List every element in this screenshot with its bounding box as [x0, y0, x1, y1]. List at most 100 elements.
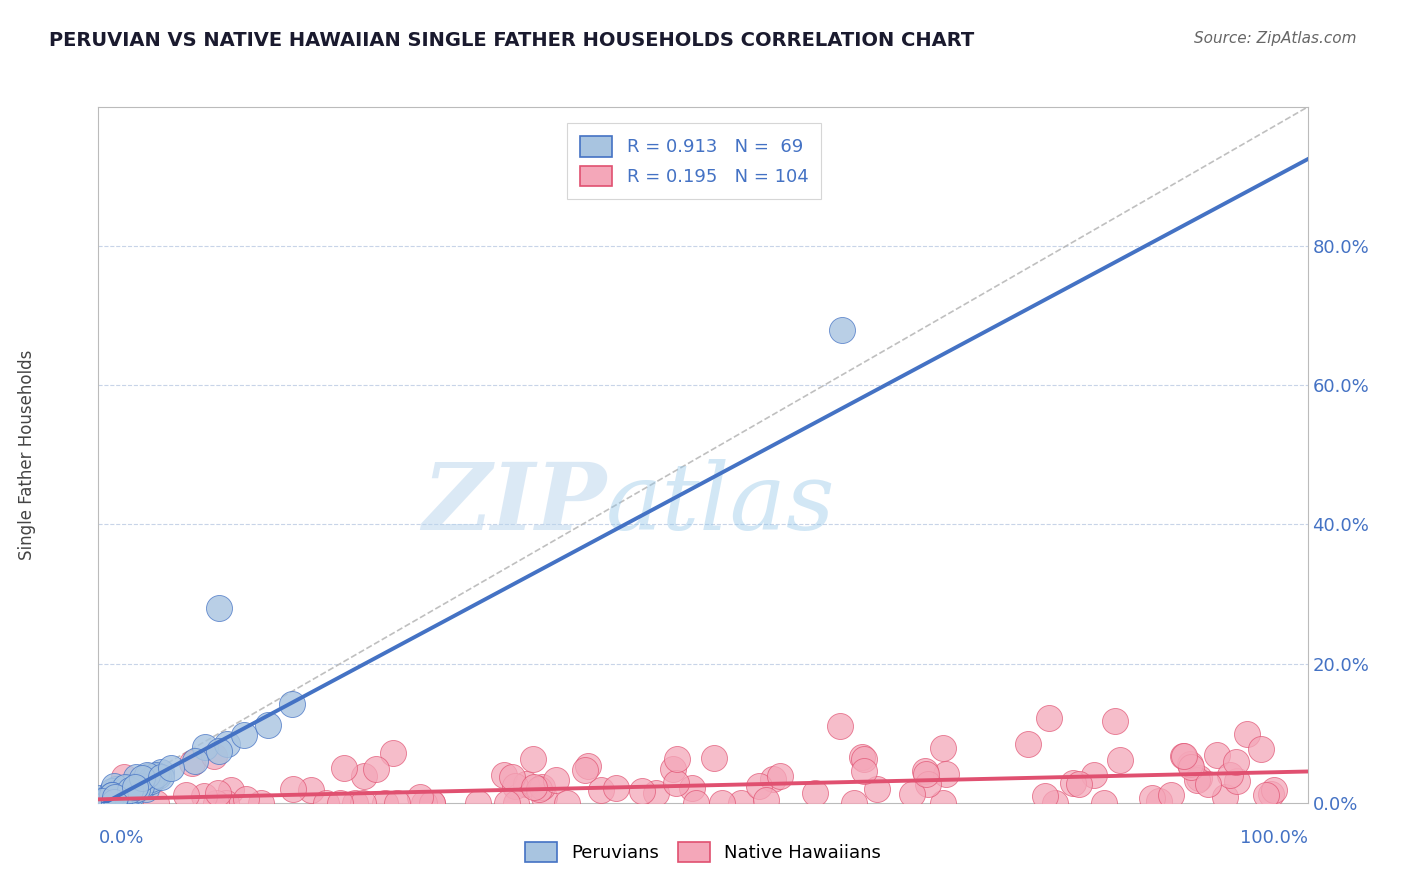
Point [914, 764, 936, 778]
Point [207, 786, 229, 800]
Point [108, 795, 131, 809]
Point [121, 784, 143, 798]
Point [103, 796, 125, 810]
Point [605, 781, 627, 796]
Point [501, 770, 523, 784]
Point [1062, 776, 1084, 790]
Point [494, 768, 516, 782]
Point [150, 771, 173, 785]
Point [148, 769, 170, 783]
Point [1213, 789, 1236, 804]
Point [1033, 789, 1056, 803]
Point [1173, 748, 1195, 763]
Point [194, 740, 217, 755]
Point [574, 764, 596, 778]
Point [150, 765, 173, 780]
Point [352, 796, 374, 810]
Point [1260, 788, 1282, 802]
Point [1147, 794, 1170, 808]
Point [665, 776, 688, 790]
Point [1171, 749, 1194, 764]
Point [589, 782, 612, 797]
Point [1038, 711, 1060, 725]
Point [114, 780, 136, 794]
Point [467, 796, 489, 810]
Point [495, 796, 517, 810]
Point [103, 796, 125, 810]
Point [533, 790, 555, 805]
Point [353, 769, 375, 783]
Point [97, 795, 120, 809]
Point [804, 786, 827, 800]
Point [1140, 790, 1163, 805]
Point [1043, 796, 1066, 810]
Point [193, 789, 215, 803]
Point [281, 782, 304, 797]
Point [344, 796, 367, 810]
Point [1185, 772, 1208, 787]
Point [202, 749, 225, 764]
Point [931, 796, 953, 810]
Point [100, 784, 122, 798]
Point [125, 779, 148, 793]
Point [828, 719, 851, 733]
Point [97, 792, 120, 806]
Point [221, 783, 243, 797]
Point [205, 796, 228, 810]
Point [631, 784, 654, 798]
Point [755, 793, 778, 807]
Point [931, 740, 953, 755]
Point [385, 796, 408, 810]
Point [522, 752, 544, 766]
Text: 0.0%: 0.0% [98, 830, 143, 847]
Point [103, 779, 125, 793]
Point [1083, 768, 1105, 782]
Point [250, 796, 273, 810]
Point [1225, 755, 1247, 769]
Point [89, 794, 111, 808]
Point [645, 786, 668, 800]
Point [93, 794, 115, 808]
Point [831, 323, 853, 337]
Point [505, 796, 527, 810]
Text: Single Father Households: Single Father Households [17, 350, 35, 560]
Point [141, 772, 163, 787]
Point [299, 782, 322, 797]
Point [915, 767, 938, 781]
Point [730, 796, 752, 810]
Legend: Peruvians, Native Hawaiians: Peruvians, Native Hawaiians [517, 834, 889, 870]
Point [131, 772, 153, 786]
Point [546, 773, 568, 788]
Point [139, 774, 162, 789]
Point [96, 796, 118, 810]
Point [97, 796, 120, 810]
Point [101, 788, 124, 802]
Point [769, 769, 792, 783]
Text: atlas: atlas [606, 458, 835, 549]
Point [104, 790, 127, 805]
Point [409, 790, 432, 805]
Point [1104, 714, 1126, 728]
Point [184, 754, 207, 768]
Point [1160, 788, 1182, 802]
Point [135, 782, 157, 797]
Point [104, 789, 127, 804]
Point [1017, 737, 1039, 751]
Point [115, 786, 138, 800]
Point [145, 796, 167, 810]
Point [124, 780, 146, 794]
Point [89, 796, 111, 810]
Point [208, 744, 231, 758]
Point [235, 792, 257, 806]
Point [1092, 796, 1115, 810]
Point [107, 789, 129, 803]
Point [935, 767, 957, 781]
Point [176, 788, 198, 802]
Point [332, 762, 354, 776]
Point [503, 780, 526, 794]
Point [315, 796, 337, 810]
Point [107, 794, 129, 808]
Point [665, 751, 688, 765]
Point [374, 796, 396, 810]
Point [842, 796, 865, 810]
